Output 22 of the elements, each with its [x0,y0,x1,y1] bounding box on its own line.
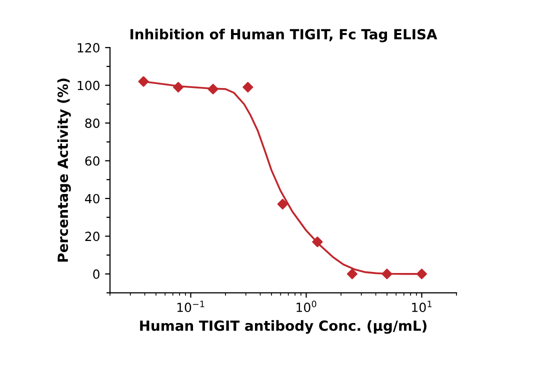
y-tick-label: 20 [85,232,100,242]
y-tick-label: 60 [85,156,100,166]
point [208,84,218,94]
y-tick-label: 0 [93,269,100,279]
point [416,268,428,280]
chart-title: Inhibition of Human TIGIT, Fc Tag ELISA [130,28,438,42]
point [172,82,184,92]
point [242,82,254,92]
y-tick-label: 40 [84,194,100,204]
x-tick-label: 10$^{−1}$ [177,300,204,312]
y-axis-title: Percentage Activity (%) [57,78,71,262]
point [138,76,149,87]
x-tick-label: 10$^{1}$ [412,300,432,312]
y-tick-label: 120 [78,43,100,53]
x-axis-title: Human TIGIT antibody Conc. (μg/mL) [140,320,426,334]
y-tick-label: 80 [85,118,100,128]
point [346,268,358,280]
y-tick-label: 100 [78,80,100,90]
point [312,236,323,248]
x-tick-label: 10$^{0}$ [296,300,316,312]
point [277,198,288,210]
point [382,268,392,280]
